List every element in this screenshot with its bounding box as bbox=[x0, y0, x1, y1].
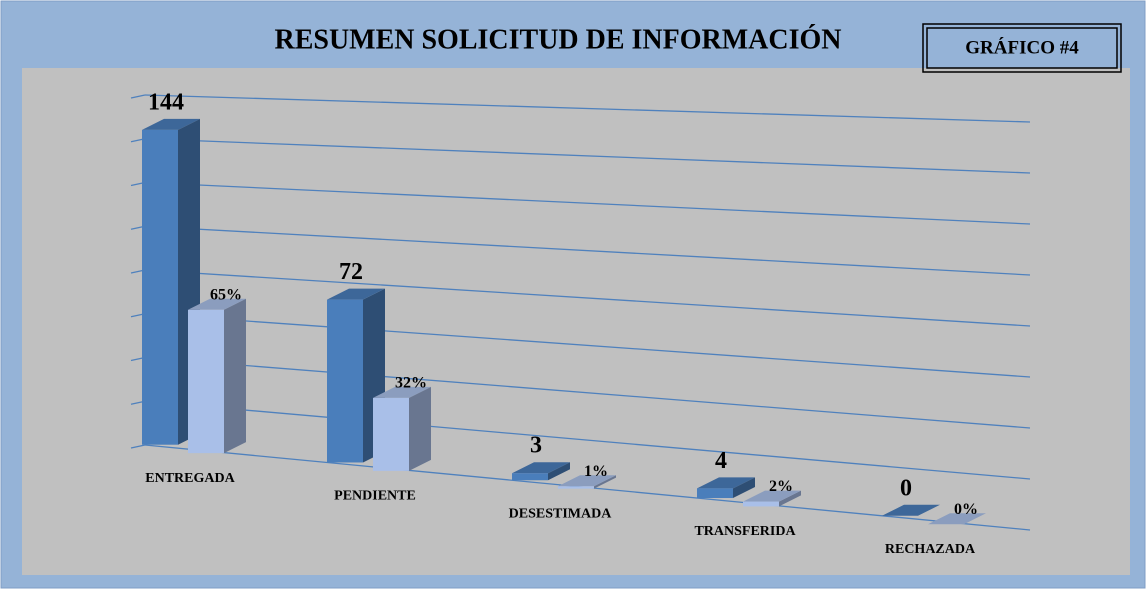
grid-line bbox=[144, 400, 1031, 480]
bar-top bbox=[188, 298, 246, 310]
bar-side bbox=[733, 477, 755, 499]
bar-side bbox=[548, 462, 570, 481]
bar-top bbox=[327, 288, 385, 300]
grid-line bbox=[144, 313, 1031, 378]
value-label: 1% bbox=[584, 463, 608, 480]
value-label: 32% bbox=[395, 375, 427, 392]
grid-line bbox=[144, 225, 1031, 276]
value-label: 2% bbox=[769, 478, 793, 495]
bar-top bbox=[142, 118, 200, 130]
bar bbox=[373, 397, 409, 471]
x-tick-label: ENTREGADA bbox=[145, 471, 235, 486]
bar bbox=[188, 309, 224, 454]
grid-line bbox=[144, 181, 1031, 225]
value-label: 3 bbox=[530, 433, 542, 459]
grid-line bbox=[144, 138, 1031, 174]
bar-top bbox=[558, 475, 616, 487]
bar-top bbox=[512, 462, 570, 474]
value-label: 0% bbox=[954, 501, 978, 518]
grid-line bbox=[144, 269, 1031, 327]
x-tick-label: RECHAZADA bbox=[885, 542, 976, 557]
bar bbox=[327, 299, 363, 463]
tick-mark bbox=[130, 94, 146, 99]
value-label: 4 bbox=[715, 448, 727, 474]
grid-line bbox=[144, 94, 1031, 123]
bar-top bbox=[882, 504, 940, 516]
bar-side bbox=[409, 386, 431, 471]
bar-side bbox=[224, 298, 246, 454]
value-label: 72 bbox=[339, 259, 363, 285]
bar-top bbox=[697, 477, 755, 489]
x-tick-label: TRANSFERIDA bbox=[694, 524, 796, 539]
bar bbox=[558, 486, 594, 489]
x-tick-label: PENDIENTE bbox=[334, 489, 416, 504]
bar-top bbox=[373, 386, 431, 398]
bar bbox=[512, 473, 548, 481]
chart-title: RESUMEN SOLICITUD DE INFORMACIÓN bbox=[274, 24, 841, 55]
bar-top bbox=[743, 490, 801, 502]
bar-side bbox=[779, 490, 801, 507]
bar bbox=[743, 501, 779, 507]
value-label: 0 bbox=[900, 475, 912, 501]
badge-box bbox=[922, 23, 1122, 73]
value-label: 144 bbox=[148, 89, 184, 115]
bar-top bbox=[928, 513, 986, 525]
x-tick-label: DESESTIMADA bbox=[509, 506, 613, 521]
badge-box-inner bbox=[926, 27, 1118, 69]
bar-side bbox=[594, 475, 616, 489]
value-label: 65% bbox=[210, 286, 242, 303]
badge: GRÁFICO #4 bbox=[965, 36, 1079, 58]
grid-line bbox=[144, 356, 1031, 429]
bar bbox=[697, 488, 733, 499]
bar bbox=[142, 129, 178, 445]
tick-mark bbox=[130, 444, 146, 449]
